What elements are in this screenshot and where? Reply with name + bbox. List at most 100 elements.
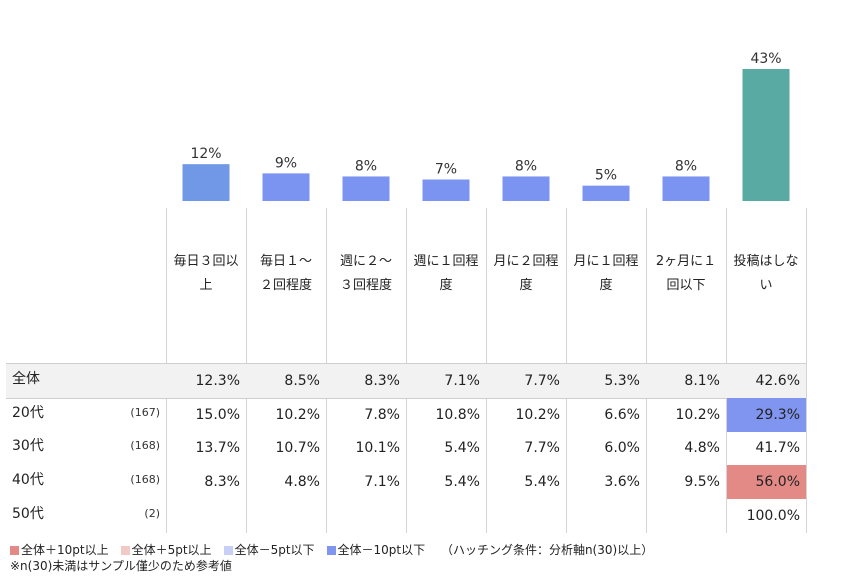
bar-label-2: 9% xyxy=(275,155,297,171)
table-cell: 10.2% xyxy=(515,407,560,423)
legend-swatch xyxy=(326,546,336,555)
table-cell: 7.7% xyxy=(524,373,560,389)
table-cell: 7.8% xyxy=(364,407,400,423)
bar-8 xyxy=(742,69,790,201)
legend-swatch xyxy=(120,546,130,555)
table-cell xyxy=(167,499,246,533)
table-cell: 15.0% xyxy=(195,407,240,423)
bar-1 xyxy=(182,164,230,201)
table-cell: 10.1% xyxy=(355,440,400,456)
table-cell: 5.4% xyxy=(524,474,560,490)
table-cell xyxy=(567,499,646,533)
legend-label: 全体－5pt以下 xyxy=(234,543,315,557)
legend-swatch xyxy=(10,546,19,555)
column-header: 週に２～ ３回程度 xyxy=(326,250,406,310)
table-row: 20代 (167) 15.0% 10.2% 7.8% 10.8% 10.2% 6.6% 10.2… xyxy=(6,398,806,432)
table-cell: 5.3% xyxy=(604,373,640,389)
legend-item: 全体－10pt以下 xyxy=(326,543,426,557)
table-cell: 8.5% xyxy=(284,373,320,389)
column-header-line: 毎日１～ xyxy=(259,254,312,269)
table-cell: 10.7% xyxy=(275,440,320,456)
table-cell xyxy=(327,499,406,533)
column-header-line: 度 xyxy=(599,278,613,293)
table-row: 30代 (168) 13.7% 10.7% 10.1% 5.4% 7.7% 6.0% 4.8% 4… xyxy=(6,431,806,465)
legend-label: 全体＋5pt以上 xyxy=(131,543,212,557)
table-cell: 10.2% xyxy=(275,407,320,423)
bar-label-8: 43% xyxy=(750,51,781,67)
legend-item: 全体＋5pt以上 xyxy=(120,543,212,557)
table-cell: 10.8% xyxy=(435,407,480,423)
legend-label: 全体－10pt以下 xyxy=(337,543,426,557)
table-cell: 6.6% xyxy=(604,407,640,423)
table-cell: 41.7% xyxy=(755,440,800,456)
bar-label-3: 8% xyxy=(355,158,377,174)
column-header-line: 回以下 xyxy=(666,278,706,293)
column-header-line: 度 xyxy=(519,278,533,293)
bar-7 xyxy=(662,176,710,201)
table-cell xyxy=(647,499,726,533)
bar-6 xyxy=(582,185,630,201)
row-label: 40代 xyxy=(12,472,44,488)
bar-label-1: 12% xyxy=(190,146,221,162)
row-label: 全体 xyxy=(12,371,40,387)
table-cell: 8.3% xyxy=(364,373,400,389)
column-header-line: ２回程度 xyxy=(259,278,312,293)
row-sample-size: (167) xyxy=(130,406,160,419)
column-header-line: ３回程度 xyxy=(339,278,392,293)
column-header-line: 週に１回程 xyxy=(413,254,479,269)
table-cell: 13.7% xyxy=(195,440,240,456)
column-header-line: 投稿はしな xyxy=(733,254,799,269)
bar-chart: 12% 9% 8% 7% 8% 5% 8% 43% xyxy=(182,51,790,201)
row-sample-size: (2) xyxy=(144,507,160,520)
column-header-line: 2ヶ月に１ xyxy=(655,254,717,269)
table-cell xyxy=(487,499,566,533)
legend-swatch xyxy=(223,546,233,555)
table-cell: 5.4% xyxy=(444,440,480,456)
table-cell: 9.5% xyxy=(684,474,720,490)
row-label: 20代 xyxy=(12,405,44,421)
column-header-line: 上 xyxy=(199,278,213,293)
bar-5 xyxy=(502,176,550,201)
row-sample-size: (168) xyxy=(130,473,160,486)
bar-3 xyxy=(342,176,390,201)
column-header-line: 毎日３回以 xyxy=(173,254,239,269)
table-cell: 42.6% xyxy=(755,373,800,389)
bar-4 xyxy=(422,179,470,201)
table-cell: 7.7% xyxy=(524,440,560,456)
column-header-line: 月に２回程 xyxy=(493,254,559,269)
footnote: ※n(30)未満はサンプル僅少のため参考値 xyxy=(10,559,232,573)
table-cell: 3.6% xyxy=(604,474,640,490)
column-header: 投稿はしない xyxy=(726,250,806,310)
column-header-line: 週に２～ xyxy=(339,254,392,269)
row-sample-size: (168) xyxy=(130,439,160,452)
table-cell xyxy=(247,499,326,533)
table-cell: 12.3% xyxy=(195,373,240,389)
bar-label-6: 5% xyxy=(595,168,617,184)
legend-label: 全体＋10pt以上 xyxy=(21,543,109,557)
legend-condition: （ハッチング条件：分析軸n(30)以上） xyxy=(440,543,654,557)
table-cell: 8.1% xyxy=(684,373,720,389)
column-header: 月に２回程度 xyxy=(486,250,566,310)
bar-label-7: 8% xyxy=(675,158,697,174)
table-cell: 5.4% xyxy=(444,474,480,490)
column-header: 2ヶ月に１ 回以下 xyxy=(646,250,726,310)
total-row: 全体 12.3% 8.5% 8.3% 7.1% 7.7% 5.3% 8.1% 42.6% xyxy=(6,363,806,399)
table-cell: 100.0% xyxy=(746,508,800,524)
column-header-line: い xyxy=(759,278,773,293)
table-row: 40代 (168) 8.3% 4.8% 7.1% 5.4% 5.4% 3.6% 9.5% 56.0… xyxy=(6,465,806,499)
table-cell: 7.1% xyxy=(444,373,480,389)
table-cell: 10.2% xyxy=(675,407,720,423)
column-header: 毎日１～ ２回程度 xyxy=(246,250,326,310)
bar-2 xyxy=(262,173,310,201)
column-header-line: 度 xyxy=(439,278,453,293)
table-cell: 7.1% xyxy=(364,474,400,490)
table-cell: 8.3% xyxy=(204,474,240,490)
column-header: 毎日３回以上 xyxy=(166,250,246,310)
row-label: 50代 xyxy=(12,506,44,522)
bar-label-5: 8% xyxy=(515,158,537,174)
column-header: 月に１回程度 xyxy=(566,250,646,310)
row-label: 30代 xyxy=(12,438,44,454)
column-header: 週に１回程度 xyxy=(406,250,486,310)
table-cell: 56.0% xyxy=(727,465,806,499)
legend-item: 全体－5pt以下 xyxy=(223,543,315,557)
